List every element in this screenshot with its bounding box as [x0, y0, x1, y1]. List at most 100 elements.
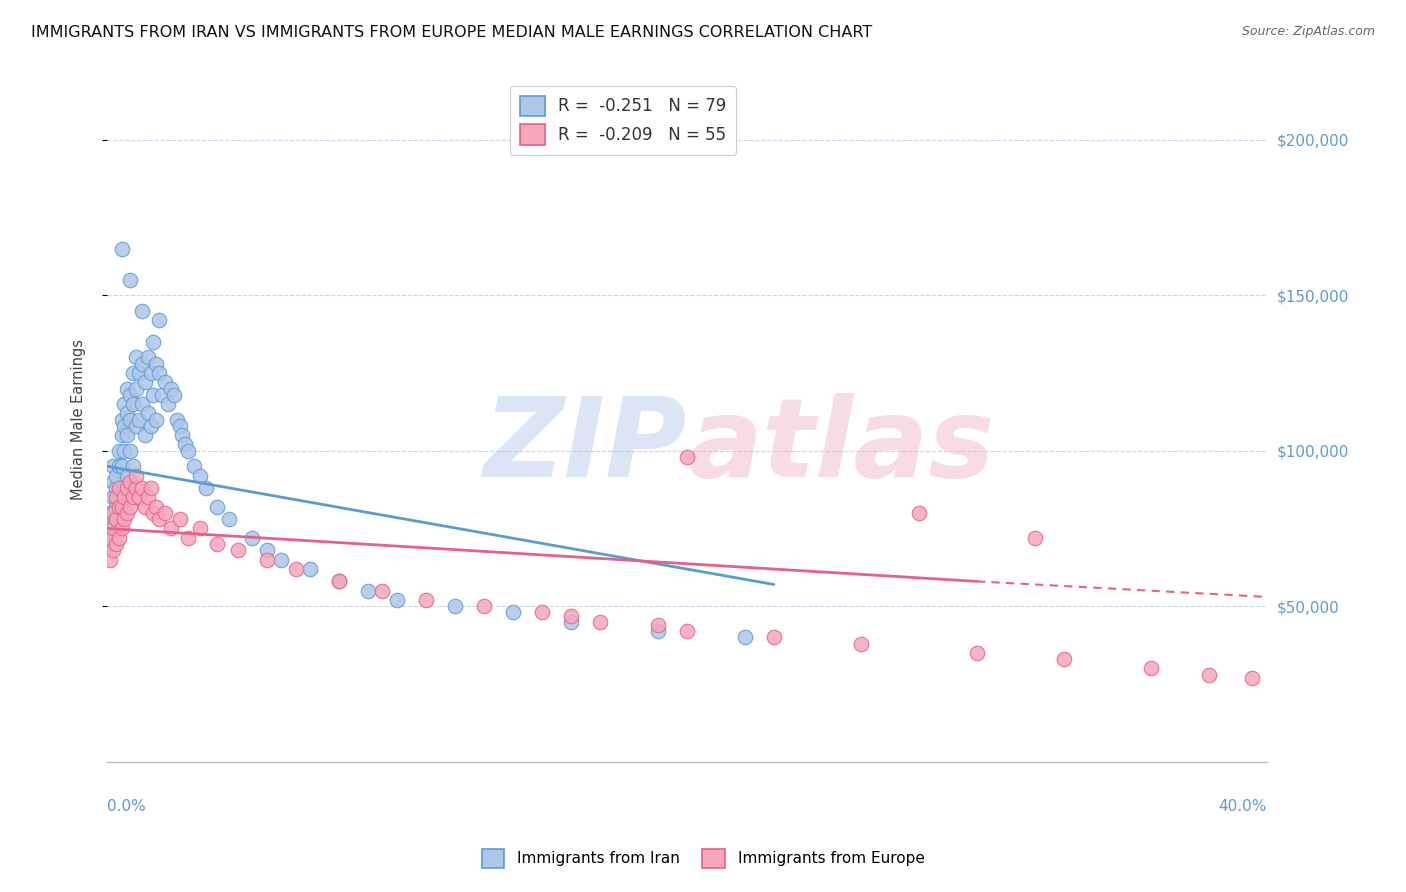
Point	[256, 543, 278, 558]
Point	[101, 506, 124, 520]
Point	[160, 382, 183, 396]
Point	[98, 537, 121, 551]
Point	[110, 506, 132, 520]
Point	[385, 593, 408, 607]
Point	[328, 574, 350, 589]
Point	[122, 397, 145, 411]
Point	[101, 459, 124, 474]
Point	[142, 506, 165, 520]
Point	[110, 242, 132, 256]
Point	[153, 506, 176, 520]
Point	[117, 481, 139, 495]
Point	[128, 412, 150, 426]
Point	[101, 521, 124, 535]
Text: ZIP: ZIP	[484, 393, 688, 500]
Point	[134, 376, 156, 390]
Point	[107, 491, 129, 505]
Point	[194, 481, 217, 495]
Point	[849, 637, 872, 651]
Point	[502, 606, 524, 620]
Point	[145, 500, 167, 514]
Point	[1024, 531, 1046, 545]
Point	[125, 418, 148, 433]
Point	[114, 481, 136, 495]
Point	[207, 500, 229, 514]
Text: atlas: atlas	[688, 393, 994, 500]
Text: IMMIGRANTS FROM IRAN VS IMMIGRANTS FROM EUROPE MEDIAN MALE EARNINGS CORRELATION : IMMIGRANTS FROM IRAN VS IMMIGRANTS FROM …	[31, 25, 872, 40]
Point	[120, 412, 142, 426]
Point	[101, 531, 124, 545]
Point	[647, 618, 669, 632]
Text: Source: ZipAtlas.com: Source: ZipAtlas.com	[1241, 25, 1375, 38]
Point	[125, 351, 148, 365]
Point	[131, 303, 153, 318]
Point	[183, 459, 205, 474]
Point	[142, 388, 165, 402]
Point	[676, 450, 699, 464]
Point	[117, 382, 139, 396]
Point	[298, 562, 321, 576]
Point	[145, 357, 167, 371]
Point	[107, 500, 129, 514]
Point	[218, 512, 240, 526]
Point	[136, 491, 159, 505]
Point	[134, 428, 156, 442]
Point	[101, 543, 124, 558]
Point	[120, 443, 142, 458]
Point	[114, 443, 136, 458]
Point	[98, 531, 121, 545]
Point	[177, 443, 200, 458]
Point	[136, 351, 159, 365]
Point	[647, 624, 669, 639]
Point	[107, 443, 129, 458]
Point	[131, 397, 153, 411]
Point	[134, 500, 156, 514]
Point	[148, 512, 170, 526]
Point	[240, 531, 263, 545]
Point	[120, 475, 142, 489]
Point	[122, 366, 145, 380]
Point	[120, 388, 142, 402]
Point	[284, 562, 307, 576]
Point	[207, 537, 229, 551]
Point	[98, 521, 121, 535]
Point	[101, 475, 124, 489]
Point	[117, 428, 139, 442]
Point	[98, 506, 121, 520]
Point	[472, 599, 495, 614]
Point	[101, 491, 124, 505]
Point	[676, 624, 699, 639]
Legend: Immigrants from Iran, Immigrants from Europe: Immigrants from Iran, Immigrants from Eu…	[475, 843, 931, 873]
Point	[110, 459, 132, 474]
Point	[156, 397, 179, 411]
Point	[136, 406, 159, 420]
Point	[188, 521, 211, 535]
Point	[226, 543, 249, 558]
Point	[270, 552, 292, 566]
Point	[148, 313, 170, 327]
Point	[107, 459, 129, 474]
Point	[150, 388, 173, 402]
Point	[104, 491, 127, 505]
Point	[139, 366, 162, 380]
Text: 40.0%: 40.0%	[1219, 799, 1267, 814]
Point	[104, 512, 127, 526]
Point	[104, 468, 127, 483]
Point	[908, 506, 931, 520]
Point	[117, 468, 139, 483]
Point	[104, 500, 127, 514]
Point	[153, 376, 176, 390]
Point	[371, 583, 394, 598]
Point	[131, 357, 153, 371]
Point	[114, 418, 136, 433]
Point	[415, 593, 437, 607]
Y-axis label: Median Male Earnings: Median Male Earnings	[72, 339, 86, 500]
Point	[530, 606, 553, 620]
Point	[110, 521, 132, 535]
Point	[163, 388, 186, 402]
Point	[1241, 671, 1264, 685]
Point	[125, 468, 148, 483]
Point	[114, 397, 136, 411]
Point	[172, 428, 194, 442]
Point	[110, 428, 132, 442]
